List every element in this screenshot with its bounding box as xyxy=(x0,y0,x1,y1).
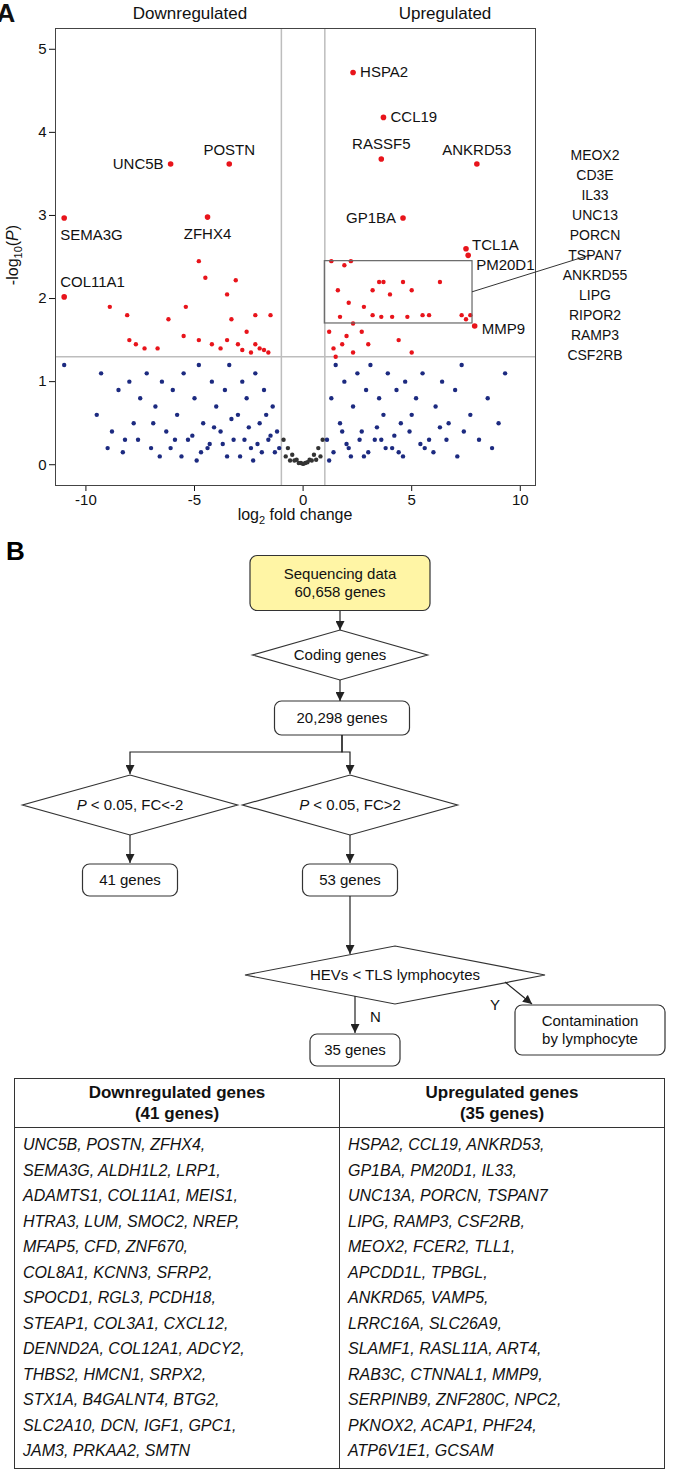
html-text:STEAP1, COL3A1, CXCL12,: STEAP1, COL3A1, CXCL12, xyxy=(23,1314,229,1332)
html-text:JAM3, PRKAA2, SMTN: JAM3, PRKAA2, SMTN xyxy=(23,1442,191,1459)
html-text:DENND2A, COL12A1, ADCY2,: DENND2A, COL12A1, ADCY2, xyxy=(23,1340,245,1357)
svg-text:0: 0 xyxy=(38,456,46,473)
html-text:ATP6V1E1, GCSAM: ATP6V1E1, GCSAM xyxy=(348,1442,494,1459)
svg-text:N: N xyxy=(370,1008,381,1025)
html-text:ANKRD65, VAMP5,: ANKRD65, VAMP5, xyxy=(348,1289,489,1306)
svg-text:10: 10 xyxy=(512,491,529,508)
svg-text:log2 fold change: log2 fold change xyxy=(238,506,353,526)
html-text:SPOCD1, RGL3, PCDH18,: SPOCD1, RGL3, PCDH18, xyxy=(23,1289,216,1306)
svg-text:1: 1 xyxy=(38,372,46,389)
svg-text:RASSF5: RASSF5 xyxy=(352,135,410,152)
html-text:SLC2A10, DCN, IGF1, GPC1,: SLC2A10, DCN, IGF1, GPC1, xyxy=(23,1416,237,1434)
svg-text:RAMP3: RAMP3 xyxy=(571,327,619,343)
svg-text:MEOX2: MEOX2 xyxy=(570,147,619,163)
svg-text:A: A xyxy=(0,0,16,28)
svg-text:Sequencing data: Sequencing data xyxy=(284,565,397,582)
svg-text:PM20D1: PM20D1 xyxy=(476,256,534,273)
html-text:HTRA3, LUM, SMOC2, NREP,: HTRA3, LUM, SMOC2, NREP, xyxy=(23,1212,240,1230)
svg-text:MMP9: MMP9 xyxy=(482,320,525,337)
html-text:COL8A1, KCNN3, SFRP2,: COL8A1, KCNN3, SFRP2, xyxy=(23,1263,213,1281)
svg-text:53 genes: 53 genes xyxy=(319,871,381,888)
svg-text:P < 0.05, FC>2: P < 0.05, FC>2 xyxy=(299,796,401,813)
svg-text:GP1BA: GP1BA xyxy=(346,209,396,226)
html-text:LIPG, RAMP3, CSF2RB,: LIPG, RAMP3, CSF2RB, xyxy=(348,1212,525,1230)
svg-text:PORCN: PORCN xyxy=(570,227,621,243)
svg-text:POSTN: POSTN xyxy=(203,141,255,158)
html-text:HSPA2, CCL19, ANKRD53,: HSPA2, CCL19, ANKRD53, xyxy=(348,1136,545,1153)
html-text:UNC5B, POSTN, ZFHX4,: UNC5B, POSTN, ZFHX4, xyxy=(23,1136,206,1153)
svg-text:2: 2 xyxy=(38,289,46,306)
svg-text:UNC5B: UNC5B xyxy=(113,155,164,172)
html-text:SEMA3G, ALDH1L2, LRP1,: SEMA3G, ALDH1L2, LRP1, xyxy=(23,1161,221,1179)
svg-text:B: B xyxy=(6,536,25,566)
svg-text:Contamination: Contamination xyxy=(542,1012,639,1029)
svg-text:COL11A1: COL11A1 xyxy=(60,273,125,290)
html-text:(35 genes): (35 genes) xyxy=(460,1104,544,1123)
svg-text:-5: -5 xyxy=(188,491,201,508)
svg-text:RIPOR2: RIPOR2 xyxy=(569,307,621,323)
html-text:THBS2, HMCN1, SRPX2,: THBS2, HMCN1, SRPX2, xyxy=(23,1365,207,1383)
html-text:RAB3C, CTNNAL1, MMP9,: RAB3C, CTNNAL1, MMP9, xyxy=(348,1365,543,1383)
svg-text:IL33: IL33 xyxy=(581,187,608,203)
svg-text:4: 4 xyxy=(38,123,46,140)
html-text:MFAP5, CFD, ZNF670,: MFAP5, CFD, ZNF670, xyxy=(23,1238,189,1255)
svg-text:TCL1A: TCL1A xyxy=(472,235,519,252)
html-text:SERPINB9, ZNF280C, NPC2,: SERPINB9, ZNF280C, NPC2, xyxy=(348,1391,562,1408)
html-text:Upregulated genes: Upregulated genes xyxy=(425,1083,579,1102)
html-text:MEOX2, FCER2, TLL1,: MEOX2, FCER2, TLL1, xyxy=(348,1238,516,1255)
svg-text:-10: -10 xyxy=(75,491,97,508)
html-text:SLAMF1, RASL11A, ART4,: SLAMF1, RASL11A, ART4, xyxy=(348,1340,542,1357)
html-text:(41 genes): (41 genes) xyxy=(135,1104,219,1123)
svg-text:CCL19: CCL19 xyxy=(390,108,437,125)
svg-text:HEVs < TLS lymphocytes: HEVs < TLS lymphocytes xyxy=(310,966,480,983)
svg-text:-log10(P): -log10(P) xyxy=(4,225,24,285)
svg-text:60,658 genes: 60,658 genes xyxy=(295,583,386,600)
svg-text:by lymphocyte: by lymphocyte xyxy=(542,1030,638,1047)
html-text:UNC13A, PORCN, TSPAN7: UNC13A, PORCN, TSPAN7 xyxy=(348,1187,548,1204)
svg-text:41 genes: 41 genes xyxy=(99,871,161,888)
svg-text:SEMA3G: SEMA3G xyxy=(60,226,123,243)
svg-text:Y: Y xyxy=(490,996,500,1013)
svg-text:Coding genes: Coding genes xyxy=(294,646,387,663)
svg-text:ANKRD53: ANKRD53 xyxy=(442,141,511,158)
svg-text:ANKRD55: ANKRD55 xyxy=(563,267,628,283)
svg-text:20,298 genes: 20,298 genes xyxy=(297,709,388,726)
svg-text:0: 0 xyxy=(298,491,308,509)
svg-text:3: 3 xyxy=(38,206,46,223)
svg-text:CD3E: CD3E xyxy=(576,167,613,183)
html-text:Downregulated genes: Downregulated genes xyxy=(88,1083,266,1102)
svg-text:UNC13: UNC13 xyxy=(572,207,618,223)
svg-text:35 genes: 35 genes xyxy=(324,1041,386,1058)
svg-text:LIPG: LIPG xyxy=(579,287,611,303)
svg-text:ZFHX4: ZFHX4 xyxy=(184,225,232,242)
svg-text:CSF2RB: CSF2RB xyxy=(567,347,622,363)
html-text:APCDD1L, TPBGL,: APCDD1L, TPBGL, xyxy=(348,1263,488,1281)
html-text:PKNOX2, ACAP1, PHF24,: PKNOX2, ACAP1, PHF24, xyxy=(348,1416,537,1434)
svg-text:Upregulated: Upregulated xyxy=(399,4,492,23)
html-text:STX1A, B4GALNT4, BTG2,: STX1A, B4GALNT4, BTG2, xyxy=(23,1391,220,1408)
svg-text:TSPAN7: TSPAN7 xyxy=(568,247,622,263)
svg-text:5: 5 xyxy=(408,491,416,508)
html-text:GP1BA, PM20D1, IL33,: GP1BA, PM20D1, IL33, xyxy=(348,1161,517,1179)
html-text:LRRC16A, SLC26A9,: LRRC16A, SLC26A9, xyxy=(348,1314,502,1332)
svg-text:Downregulated: Downregulated xyxy=(133,4,247,23)
html-text:ADAMTS1, COL11A1, MEIS1,: ADAMTS1, COL11A1, MEIS1, xyxy=(23,1187,238,1204)
svg-text:P < 0.05, FC<-2: P < 0.05, FC<-2 xyxy=(77,796,184,813)
svg-text:5: 5 xyxy=(38,40,46,57)
svg-text:HSPA2: HSPA2 xyxy=(360,63,408,80)
